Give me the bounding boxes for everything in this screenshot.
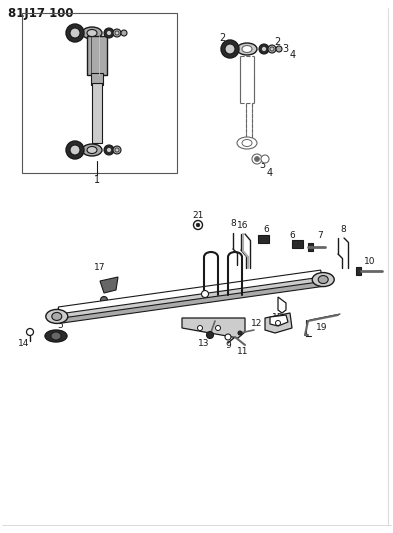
Text: 12: 12 (251, 319, 263, 327)
Circle shape (104, 28, 114, 38)
Ellipse shape (45, 330, 67, 342)
Circle shape (107, 30, 112, 36)
Bar (258, 235, 269, 243)
Ellipse shape (51, 332, 61, 340)
Text: 14: 14 (18, 340, 30, 349)
Ellipse shape (52, 312, 62, 320)
Ellipse shape (87, 29, 97, 36)
Text: 13: 13 (198, 340, 210, 349)
Text: 16: 16 (237, 221, 249, 230)
Text: 4: 4 (290, 50, 296, 60)
Circle shape (198, 326, 202, 330)
Circle shape (107, 148, 112, 152)
Text: 17: 17 (94, 263, 106, 272)
Circle shape (115, 148, 119, 152)
Bar (308, 243, 313, 251)
Circle shape (70, 28, 80, 38)
Circle shape (238, 331, 242, 335)
Polygon shape (58, 272, 322, 318)
Circle shape (113, 29, 121, 37)
Text: 20: 20 (268, 326, 280, 335)
Text: 3: 3 (259, 160, 265, 170)
Circle shape (202, 290, 209, 297)
Circle shape (261, 46, 266, 52)
Bar (91, 73, 103, 85)
Bar (292, 240, 303, 248)
Text: 19: 19 (316, 322, 328, 332)
Circle shape (206, 332, 213, 338)
Text: 10: 10 (364, 256, 376, 265)
Circle shape (121, 30, 127, 36)
Text: 81J17 100: 81J17 100 (8, 6, 73, 20)
Ellipse shape (237, 43, 257, 55)
Text: 7: 7 (317, 231, 323, 240)
Ellipse shape (87, 147, 97, 154)
Circle shape (261, 155, 269, 163)
Text: 6: 6 (289, 231, 295, 240)
Text: 8: 8 (230, 219, 236, 228)
Text: 21: 21 (192, 211, 204, 220)
Ellipse shape (82, 144, 102, 156)
Ellipse shape (242, 45, 252, 52)
Bar (92, 83, 102, 143)
Polygon shape (265, 313, 292, 333)
Circle shape (66, 141, 84, 159)
Circle shape (26, 328, 33, 335)
Circle shape (101, 296, 108, 303)
Text: 8: 8 (340, 224, 346, 233)
Bar (22, 13, 177, 173)
Circle shape (66, 24, 84, 42)
Text: 2: 2 (219, 33, 225, 43)
Text: 5: 5 (57, 320, 63, 329)
Text: 11: 11 (237, 346, 249, 356)
Text: 4: 4 (267, 168, 273, 178)
Circle shape (268, 45, 276, 53)
Circle shape (70, 145, 80, 155)
Circle shape (193, 221, 202, 230)
Text: 18: 18 (98, 304, 110, 313)
Ellipse shape (46, 310, 68, 324)
Text: 1: 1 (94, 175, 100, 185)
Circle shape (275, 320, 281, 326)
Polygon shape (182, 318, 245, 338)
Circle shape (113, 146, 121, 154)
Bar (87, 36, 107, 75)
Ellipse shape (237, 137, 257, 149)
Ellipse shape (312, 272, 334, 287)
Polygon shape (278, 297, 286, 313)
Polygon shape (58, 272, 322, 324)
Polygon shape (100, 277, 118, 293)
Circle shape (276, 46, 282, 52)
Circle shape (225, 334, 231, 340)
Text: 9: 9 (225, 342, 231, 351)
Circle shape (252, 154, 262, 164)
Text: 2: 2 (274, 37, 280, 47)
Polygon shape (58, 270, 322, 314)
Circle shape (270, 47, 274, 51)
Circle shape (196, 223, 200, 227)
Circle shape (115, 31, 119, 35)
Bar (356, 267, 361, 275)
Circle shape (221, 40, 239, 58)
Circle shape (104, 145, 114, 155)
Ellipse shape (242, 140, 252, 147)
Text: 15: 15 (272, 313, 284, 322)
Circle shape (225, 44, 235, 54)
Circle shape (215, 326, 220, 330)
Text: 6: 6 (263, 225, 269, 235)
Ellipse shape (82, 27, 102, 39)
Circle shape (259, 44, 269, 54)
Circle shape (255, 157, 259, 161)
Ellipse shape (318, 276, 328, 284)
Text: 3: 3 (282, 44, 288, 54)
Polygon shape (270, 315, 288, 326)
